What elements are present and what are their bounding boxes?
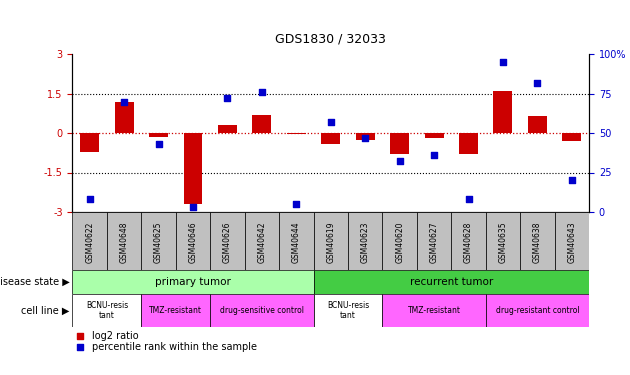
Bar bbox=[493, 91, 512, 133]
Text: GSM40643: GSM40643 bbox=[568, 221, 576, 263]
Point bbox=[75, 344, 85, 350]
Bar bbox=[72, 270, 314, 294]
Bar bbox=[486, 212, 520, 270]
Bar bbox=[141, 294, 210, 327]
Bar bbox=[520, 212, 554, 270]
Bar bbox=[72, 212, 107, 270]
Bar bbox=[382, 212, 417, 270]
Text: GSM40642: GSM40642 bbox=[258, 221, 266, 263]
Text: GDS1830 / 32033: GDS1830 / 32033 bbox=[275, 32, 386, 45]
Text: GSM40635: GSM40635 bbox=[498, 221, 507, 263]
Text: recurrent tumor: recurrent tumor bbox=[410, 277, 493, 287]
Text: GSM40627: GSM40627 bbox=[430, 221, 438, 263]
Bar bbox=[253, 115, 272, 133]
Bar bbox=[244, 212, 279, 270]
Text: BCNU-resis
tant: BCNU-resis tant bbox=[86, 301, 128, 320]
Bar bbox=[459, 133, 478, 154]
Bar bbox=[554, 212, 589, 270]
Bar bbox=[563, 133, 581, 141]
Point bbox=[326, 119, 336, 125]
Text: GSM40646: GSM40646 bbox=[188, 221, 197, 263]
Bar bbox=[287, 133, 306, 135]
Point bbox=[75, 333, 85, 339]
Bar bbox=[314, 270, 589, 294]
Bar bbox=[486, 294, 589, 327]
Text: GSM40644: GSM40644 bbox=[292, 221, 301, 263]
Bar bbox=[425, 133, 444, 138]
Text: primary tumor: primary tumor bbox=[155, 277, 231, 287]
Bar bbox=[279, 212, 314, 270]
Text: GSM40628: GSM40628 bbox=[464, 221, 473, 263]
Bar bbox=[115, 102, 134, 133]
Text: GSM40623: GSM40623 bbox=[361, 221, 370, 263]
Bar bbox=[314, 212, 348, 270]
Text: cell line ▶: cell line ▶ bbox=[21, 306, 69, 315]
Point bbox=[291, 201, 301, 207]
Point bbox=[498, 59, 508, 65]
Bar bbox=[183, 133, 202, 204]
Bar bbox=[417, 212, 451, 270]
Point bbox=[360, 135, 370, 141]
Bar bbox=[314, 294, 382, 327]
Bar bbox=[321, 133, 340, 144]
Bar bbox=[528, 116, 547, 133]
Bar bbox=[149, 133, 168, 137]
Point bbox=[394, 159, 404, 165]
Bar bbox=[72, 294, 141, 327]
Text: GSM40648: GSM40648 bbox=[120, 221, 129, 263]
Point bbox=[188, 204, 198, 210]
Bar bbox=[356, 133, 375, 140]
Bar bbox=[390, 133, 409, 154]
Bar bbox=[451, 212, 486, 270]
Text: GSM40625: GSM40625 bbox=[154, 221, 163, 263]
Text: GSM40619: GSM40619 bbox=[326, 221, 335, 263]
Point bbox=[154, 141, 164, 147]
Point bbox=[532, 80, 542, 86]
Text: GSM40620: GSM40620 bbox=[395, 221, 404, 263]
Point bbox=[567, 177, 577, 183]
Text: GSM40626: GSM40626 bbox=[223, 221, 232, 263]
Text: disease state ▶: disease state ▶ bbox=[0, 277, 69, 287]
Bar bbox=[348, 212, 382, 270]
Text: GSM40638: GSM40638 bbox=[533, 221, 542, 263]
Text: TMZ-resistant: TMZ-resistant bbox=[149, 306, 202, 315]
Text: log2 ratio: log2 ratio bbox=[91, 331, 138, 341]
Point bbox=[222, 96, 232, 102]
Text: GSM40622: GSM40622 bbox=[85, 221, 94, 263]
Point bbox=[84, 196, 94, 202]
Text: percentile rank within the sample: percentile rank within the sample bbox=[91, 342, 256, 352]
Text: drug-sensitive control: drug-sensitive control bbox=[220, 306, 304, 315]
Bar bbox=[107, 212, 141, 270]
Text: drug-resistant control: drug-resistant control bbox=[496, 306, 579, 315]
Text: TMZ-resistant: TMZ-resistant bbox=[408, 306, 461, 315]
Point bbox=[464, 196, 474, 202]
Point bbox=[119, 99, 129, 105]
Bar bbox=[210, 294, 314, 327]
Bar bbox=[176, 212, 210, 270]
Text: BCNU-resis
tant: BCNU-resis tant bbox=[327, 301, 369, 320]
Bar bbox=[141, 212, 176, 270]
Point bbox=[429, 152, 439, 158]
Bar bbox=[80, 133, 99, 152]
Bar bbox=[218, 125, 237, 133]
Point bbox=[257, 89, 267, 95]
Bar bbox=[382, 294, 486, 327]
Bar bbox=[210, 212, 244, 270]
